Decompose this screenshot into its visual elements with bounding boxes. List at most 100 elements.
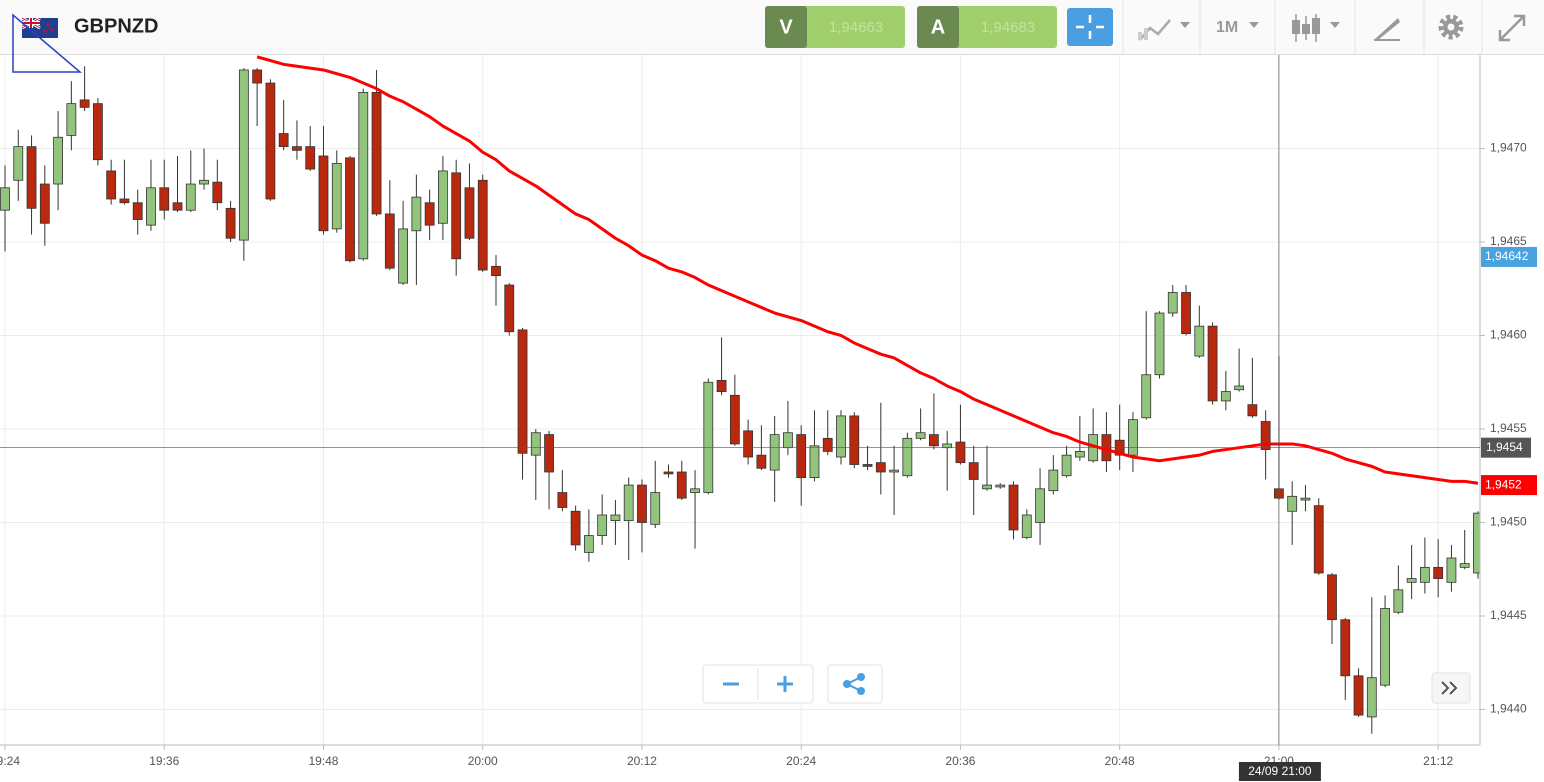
candle-body: [92, 103, 103, 161]
candle-body: [1393, 589, 1404, 613]
sell-button[interactable]: V 1,94663: [765, 6, 905, 48]
candle-body: [451, 172, 462, 260]
candle-body: [597, 514, 608, 536]
y-tick-label: 1,9455: [1490, 421, 1527, 435]
x-tick-label: 19:24: [0, 754, 20, 768]
x-tick-label: 20:36: [945, 754, 975, 768]
candle-body: [225, 207, 236, 239]
candle-body: [146, 187, 156, 226]
candle-body: [836, 415, 846, 458]
scroll-end-button[interactable]: [1431, 672, 1471, 704]
y-tick-label: 1,9450: [1490, 515, 1527, 529]
candle-body: [265, 82, 276, 200]
candle-body: [424, 202, 435, 226]
candle-body: [968, 462, 979, 480]
candle-body: [557, 492, 568, 508]
share-button[interactable]: [827, 664, 883, 704]
buy-price: 1,94683: [981, 19, 1035, 36]
candle-body: [623, 484, 634, 522]
settings-button[interactable]: [1438, 14, 1464, 40]
candle-body: [1353, 675, 1364, 716]
candle-body: [0, 187, 10, 211]
candle-body: [238, 69, 249, 241]
candle-body: [530, 432, 541, 456]
candle-body: [106, 170, 117, 200]
candle-body: [796, 434, 807, 479]
candle-body: [703, 381, 714, 493]
candle-body: [79, 99, 90, 108]
candle-body: [159, 187, 170, 211]
x-tick-label: 19:48: [308, 754, 338, 768]
axes: 1,94401,94451,94501,94551,94601,94651,94…: [0, 141, 1527, 769]
zoom-in-button[interactable]: [777, 676, 793, 692]
candle-body: [676, 471, 687, 499]
candle-body: [371, 91, 382, 215]
candle-body: [862, 464, 873, 467]
candle-body: [583, 535, 594, 553]
crosshair-x-label: 24/09 21:00: [1248, 764, 1312, 778]
candle-body: [1419, 566, 1430, 583]
x-tick-label: 19:36: [149, 754, 179, 768]
candle-style-button[interactable]: [1292, 14, 1340, 42]
candle-body: [1154, 312, 1165, 376]
buy-button[interactable]: A 1,94683: [917, 6, 1057, 48]
candle-body: [411, 196, 422, 232]
candle-body: [185, 183, 196, 211]
candle-body: [1260, 421, 1271, 450]
zoom-controls: [702, 664, 883, 704]
candle-body: [756, 454, 767, 469]
price-tag-label: 1,94642: [1485, 249, 1529, 263]
drawing-button[interactable]: [1374, 18, 1400, 41]
chart-type-button[interactable]: [1138, 19, 1190, 41]
candle-body: [955, 441, 966, 464]
crosshair-y-label: 1,9454: [1486, 440, 1523, 454]
candle-body: [199, 179, 209, 185]
candle-body: [119, 198, 130, 204]
candle-body: [942, 443, 953, 449]
candle-body: [39, 183, 50, 224]
candle-body: [331, 163, 342, 230]
candle-body: [889, 469, 899, 473]
candle-body: [1366, 677, 1377, 718]
interval-label: 1M: [1216, 19, 1238, 36]
fullscreen-button[interactable]: [1498, 14, 1526, 42]
candle-body: [504, 284, 515, 333]
candle-body: [132, 202, 143, 220]
x-tick-label: 20:12: [627, 754, 657, 768]
price-tag: [1481, 475, 1537, 496]
candle-body: [650, 492, 661, 525]
candle-body: [305, 146, 316, 170]
candle-body: [1406, 578, 1417, 583]
candle-body: [849, 415, 860, 465]
candle-body: [491, 265, 501, 277]
candle-body: [212, 181, 223, 204]
candle-body: [995, 484, 1006, 488]
candle-body: [663, 471, 674, 475]
x-tick-label: 20:48: [1105, 754, 1135, 768]
candle-body: [1433, 566, 1444, 579]
symbol: GBPNZD: [74, 15, 158, 37]
candle-body: [438, 170, 448, 224]
candle-body: [278, 133, 289, 148]
candle-body: [1300, 497, 1311, 501]
candle-body: [822, 437, 833, 452]
candle-body: [690, 488, 700, 493]
candle-body: [729, 394, 740, 445]
crosshair-x-tag: [1238, 762, 1321, 781]
candle-body: [809, 445, 820, 479]
candle-body: [1008, 484, 1019, 531]
grid: [0, 55, 1480, 745]
x-tick-label: 20:24: [786, 754, 816, 768]
drawn-triangle: [12, 13, 83, 73]
candle-body: [1327, 574, 1337, 621]
crosshair-button[interactable]: [1067, 8, 1113, 46]
y-tick-label: 1,9465: [1490, 234, 1527, 248]
candle-body: [610, 514, 621, 522]
sell-label: V: [779, 16, 793, 38]
interval-button[interactable]: 1M: [1216, 19, 1259, 36]
candle-body: [252, 69, 263, 84]
moving-average-line: [256, 55, 1479, 485]
candle-body: [26, 146, 37, 209]
candle-body: [172, 202, 183, 211]
candle-body: [464, 187, 475, 239]
